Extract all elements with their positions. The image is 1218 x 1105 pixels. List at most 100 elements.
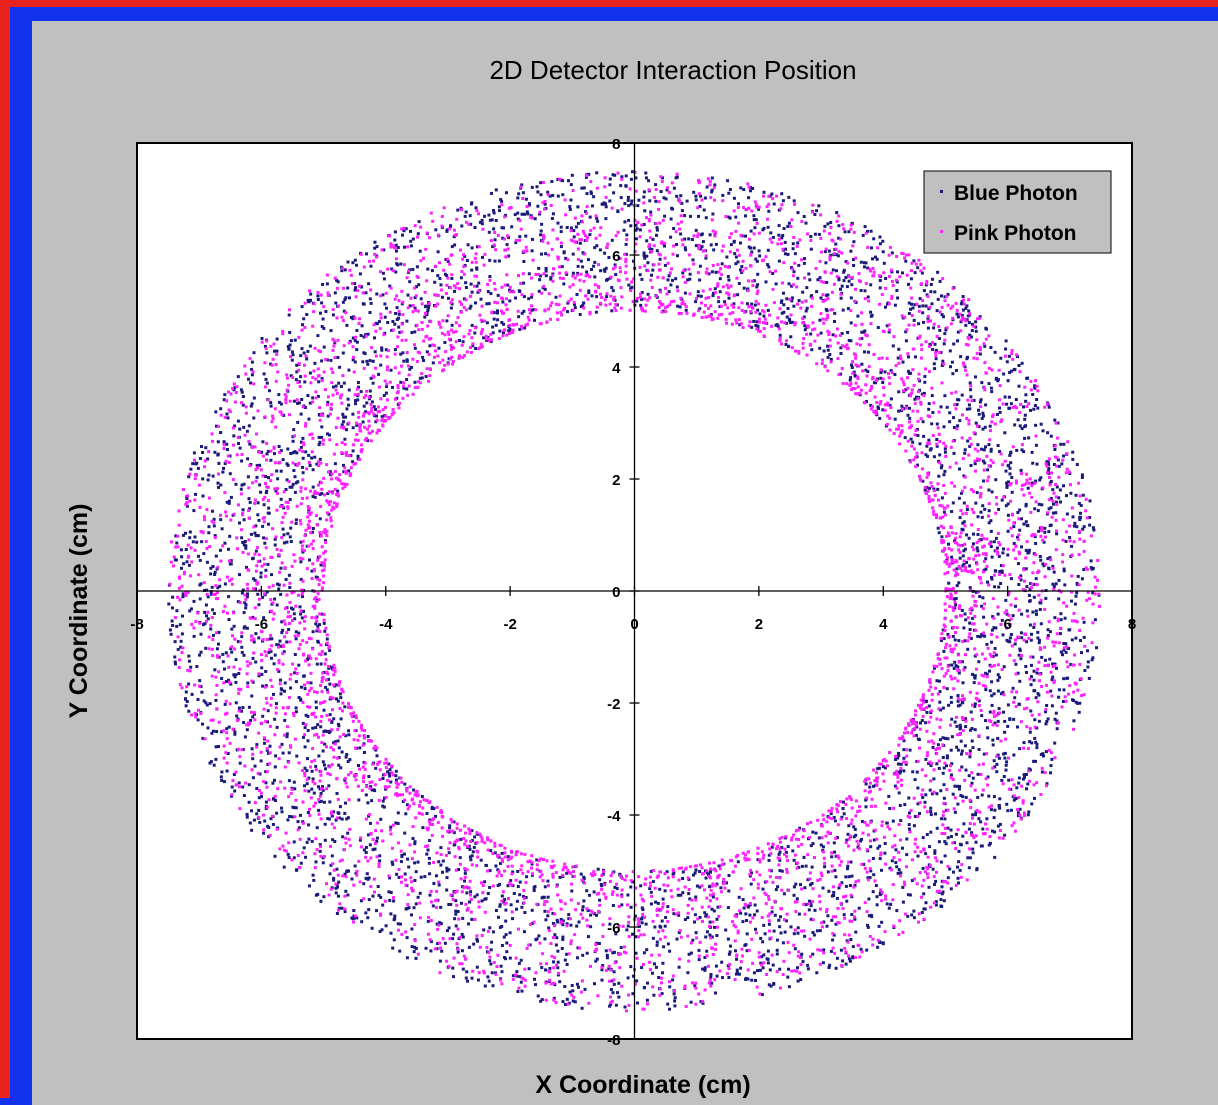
data-point — [1047, 457, 1051, 461]
data-point — [911, 770, 915, 774]
data-point — [860, 337, 864, 340]
data-point — [760, 955, 764, 959]
data-point — [772, 202, 776, 206]
data-point — [983, 507, 987, 511]
data-point — [941, 823, 945, 827]
data-point — [1044, 750, 1048, 754]
data-point — [273, 543, 277, 547]
data-point — [322, 476, 326, 480]
data-point — [587, 172, 591, 176]
data-point — [555, 936, 559, 940]
data-point — [829, 221, 833, 224]
data-point — [954, 631, 957, 634]
data-point — [351, 261, 355, 265]
data-point — [955, 724, 959, 728]
data-point — [946, 808, 950, 812]
data-point — [1038, 478, 1042, 482]
data-point — [325, 688, 329, 692]
data-point — [1062, 442, 1066, 446]
data-point — [944, 587, 948, 591]
data-point — [672, 912, 676, 916]
data-point — [527, 318, 531, 322]
data-point — [175, 609, 179, 613]
data-point — [392, 938, 396, 942]
data-point — [707, 306, 710, 310]
data-point — [592, 195, 596, 199]
data-point — [269, 404, 273, 408]
data-point — [364, 855, 368, 859]
data-point — [340, 750, 344, 754]
data-point — [899, 819, 903, 822]
data-point — [232, 512, 236, 516]
data-point — [714, 270, 718, 274]
data-point — [1032, 625, 1036, 629]
data-point — [626, 893, 630, 897]
data-point — [641, 916, 645, 920]
data-point — [975, 541, 979, 545]
data-point — [454, 899, 458, 903]
data-point — [241, 785, 245, 789]
data-point — [987, 382, 991, 386]
data-point — [1017, 608, 1021, 612]
data-point — [436, 274, 440, 278]
data-point — [587, 291, 591, 295]
data-point — [328, 438, 332, 442]
data-point — [508, 299, 512, 303]
data-point — [762, 314, 766, 318]
data-point — [264, 670, 268, 673]
data-point — [818, 929, 822, 933]
data-point — [710, 188, 714, 192]
data-point — [1057, 578, 1061, 582]
data-point — [431, 823, 435, 826]
data-point — [209, 572, 213, 576]
data-point — [564, 256, 568, 260]
data-point — [683, 302, 687, 306]
data-point — [1006, 513, 1010, 517]
data-point — [361, 360, 365, 364]
data-point — [377, 372, 381, 376]
data-point — [950, 360, 954, 364]
scatter-chart: 2D Detector Interaction Position -8 -6 -4-… — [65, 55, 1136, 1099]
data-point — [498, 329, 502, 333]
data-point — [1078, 628, 1082, 632]
data-point — [321, 861, 325, 865]
data-point — [945, 326, 949, 330]
data-point — [275, 725, 279, 729]
data-point — [1001, 551, 1005, 555]
data-point — [449, 306, 453, 310]
data-point — [803, 328, 807, 332]
data-point — [310, 456, 314, 460]
data-point — [1012, 525, 1016, 529]
data-point — [411, 237, 415, 241]
data-point — [632, 259, 635, 263]
data-point — [826, 316, 830, 319]
data-point — [237, 503, 240, 507]
data-point — [500, 925, 504, 928]
data-point — [1070, 553, 1074, 557]
data-point — [381, 799, 385, 803]
data-point — [373, 336, 376, 340]
data-point — [433, 280, 437, 284]
data-point — [467, 945, 471, 949]
data-point — [422, 359, 425, 362]
data-point — [966, 355, 969, 359]
data-point — [413, 343, 416, 347]
data-point — [802, 261, 806, 265]
data-point — [174, 662, 177, 666]
data-point — [556, 221, 560, 225]
data-point — [556, 949, 560, 953]
data-point — [487, 979, 491, 983]
data-point — [475, 245, 479, 249]
data-point — [947, 703, 951, 707]
data-point — [1006, 529, 1010, 533]
data-point — [527, 272, 531, 276]
data-point — [977, 553, 981, 557]
data-point — [364, 394, 368, 398]
data-point — [930, 422, 934, 426]
data-point — [623, 202, 627, 206]
data-point — [255, 812, 259, 816]
data-point — [793, 947, 797, 951]
data-point — [960, 491, 963, 495]
data-point — [345, 407, 349, 411]
data-point — [378, 930, 382, 933]
